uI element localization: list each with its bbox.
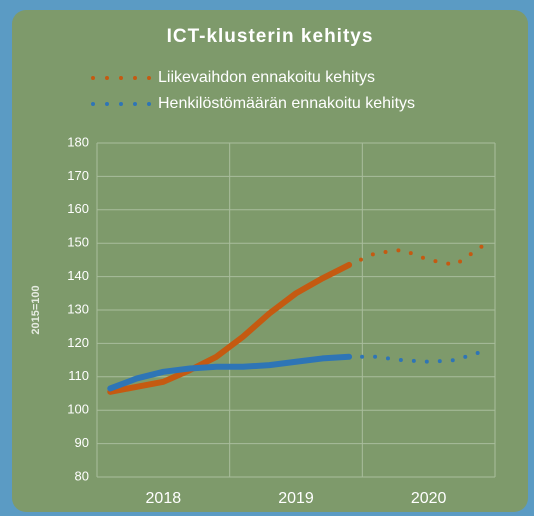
forecast-line: [347, 244, 484, 267]
forecast-line: [347, 349, 484, 364]
y-tick-label: 170: [67, 168, 89, 183]
y-tick-label: 80: [75, 468, 89, 483]
y-tick-label: 90: [75, 435, 89, 450]
chart-title: ICT-klusterin kehitys: [167, 26, 374, 47]
y-tick-label: 120: [67, 335, 89, 350]
x-tick-label: 2018: [146, 490, 182, 507]
x-tick-label: 2020: [411, 490, 447, 507]
y-tick-label: 180: [67, 134, 89, 149]
x-tick-label: 2019: [278, 490, 314, 507]
line: [107, 261, 353, 395]
y-tick-label: 110: [68, 368, 89, 383]
line: [107, 353, 353, 392]
legend-label: Liikevaihdon ennakoitu kehitys: [158, 69, 375, 86]
y-tick-label: 160: [67, 201, 89, 216]
y-tick-label: 100: [67, 402, 89, 417]
y-tick-label: 140: [67, 268, 89, 283]
y-axis-label: 2015=100: [30, 285, 42, 334]
legend-label: Henkilöstömäärän ennakoitu kehitys: [158, 95, 415, 112]
y-tick-label: 130: [67, 301, 89, 316]
y-tick-label: 150: [67, 235, 89, 250]
